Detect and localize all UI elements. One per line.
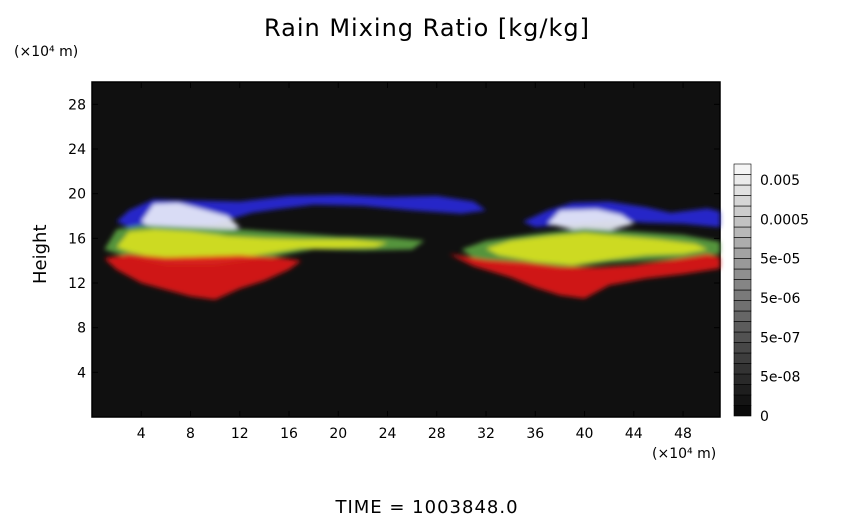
- x-tick-label: 24: [379, 426, 397, 442]
- x-tick-label: 32: [477, 426, 495, 442]
- colorbar-swatch: [733, 226, 752, 238]
- x-tick-label: 40: [576, 426, 594, 442]
- colorbar-swatch: [733, 321, 752, 333]
- x-tick-label: 36: [526, 426, 544, 442]
- y-tick-label: 16: [68, 231, 86, 247]
- colorbar-swatch: [733, 237, 752, 249]
- colorbar-swatch: [733, 394, 752, 406]
- x-tick-label: 8: [186, 426, 195, 442]
- colorbar-label: 0.0005: [760, 212, 809, 228]
- y-tick-label: 24: [68, 142, 86, 158]
- x-tick-label: 44: [625, 426, 643, 442]
- y-tick-label: 20: [68, 187, 86, 203]
- colorbar-swatch: [733, 352, 752, 364]
- colorbar-swatch: [733, 205, 752, 217]
- colorbar-swatch: [733, 195, 752, 207]
- colorbar-label: 0: [760, 409, 769, 425]
- colorbar-swatch: [733, 363, 752, 375]
- time-readout: TIME = 1003848.0: [335, 497, 519, 518]
- colorbar-swatch: [733, 373, 752, 385]
- rain-region-yellow-5: [116, 229, 388, 261]
- colorbar-swatch: [733, 247, 752, 259]
- colorbar-swatch: [733, 184, 752, 196]
- colorbar-swatch: [733, 279, 752, 291]
- x-tick-label: 12: [231, 426, 249, 442]
- y-tick-label: 4: [77, 365, 86, 381]
- colorbar-swatch: [733, 289, 752, 301]
- x-tick-label: 28: [428, 426, 446, 442]
- colorbar-swatch: [733, 310, 752, 322]
- colorbar-swatch: [733, 342, 752, 354]
- rain-region-red-8: [104, 254, 302, 300]
- rain-region-red-9: [449, 254, 720, 299]
- colorbar-swatch: [733, 300, 752, 312]
- colorbar-swatch: [733, 163, 752, 175]
- colorbar-swatch: [733, 331, 752, 343]
- colorbar-swatch: [733, 268, 752, 280]
- colorbar-label: 5e-05: [760, 252, 800, 268]
- x-tick-label: 20: [329, 426, 347, 442]
- colorbar-swatch: [733, 258, 752, 270]
- x-tick-label: 48: [674, 426, 692, 442]
- colorbar-label: 5e-08: [760, 370, 800, 386]
- y-axis-unit: (×10⁴ m): [14, 44, 79, 60]
- colorbar-swatch: [733, 216, 752, 228]
- rain-region-white-3: [547, 209, 634, 231]
- colorbar-swatch: [733, 174, 752, 186]
- x-tick-label: 4: [137, 426, 146, 442]
- rain-region-yellow-7: [486, 232, 708, 266]
- colorbar-label: 0.005: [760, 173, 800, 189]
- chart-title: Rain Mixing Ratio [kg/kg]: [263, 14, 590, 42]
- colorbar: 0.005 0.0005 5e-05 5e-06 5e-07 5e-08 0: [733, 163, 809, 425]
- y-tick-label: 8: [77, 321, 86, 337]
- colorbar-label: 5e-06: [760, 291, 800, 307]
- colorbar-swatch: [733, 384, 752, 396]
- y-tick-label: 28: [68, 97, 86, 113]
- x-axis-unit: (×10⁴ m): [652, 446, 717, 462]
- y-tick-label: 12: [68, 276, 86, 292]
- colorbar-swatch: [733, 405, 752, 417]
- x-tick-label: 16: [280, 426, 298, 442]
- colorbar-label: 5e-07: [760, 330, 800, 346]
